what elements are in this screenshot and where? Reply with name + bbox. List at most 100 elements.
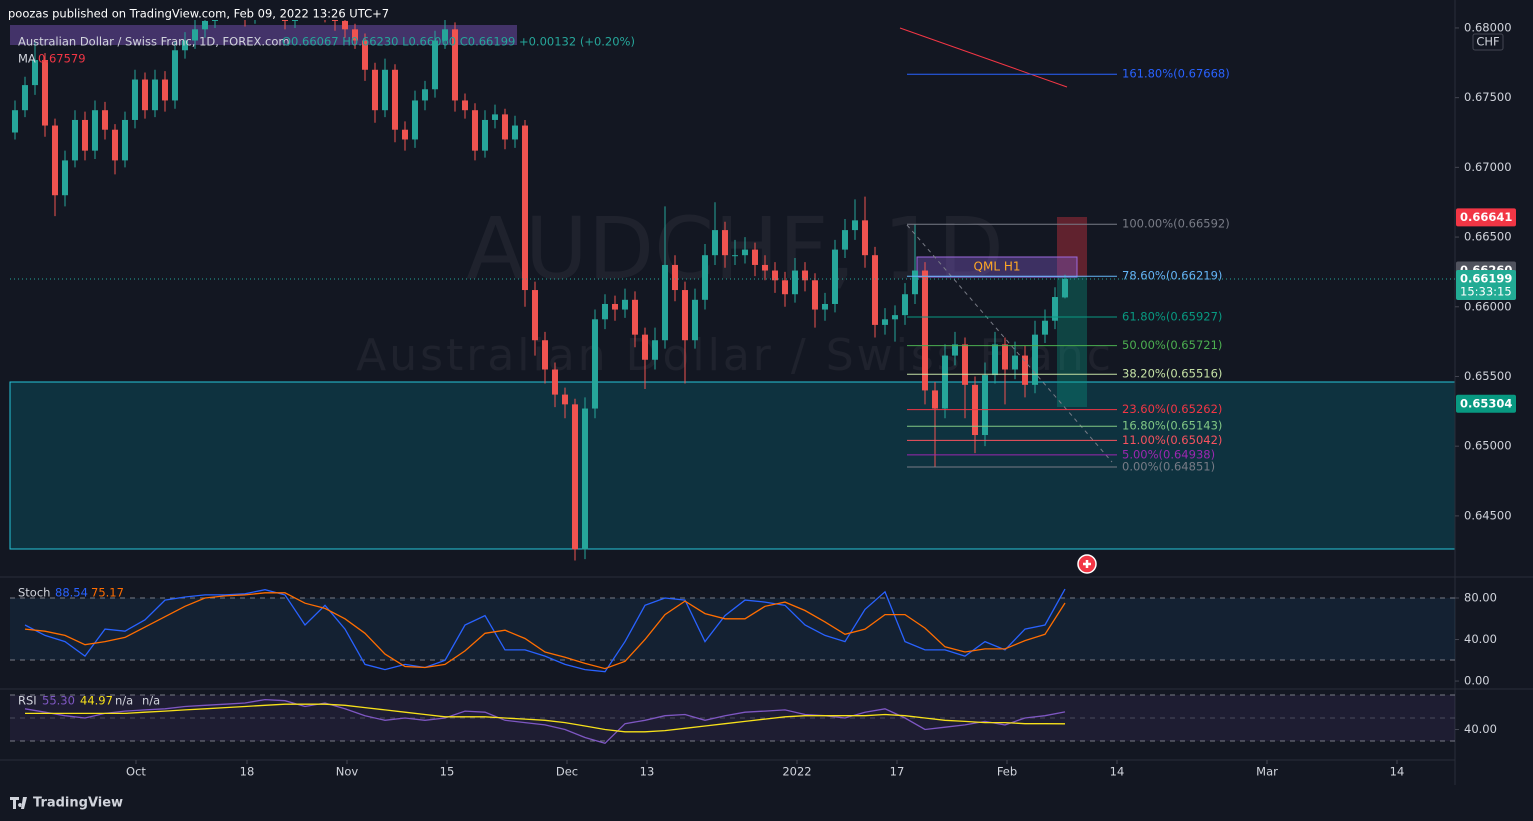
indicator-line — [24, 588, 1066, 673]
candle-body — [462, 100, 468, 111]
candle-body — [922, 270, 928, 391]
ma-label: MA — [18, 52, 36, 66]
candle-body — [132, 79, 138, 120]
price-badge-label: 0.65304 — [1460, 396, 1512, 410]
rsi-na: n/a — [115, 694, 133, 708]
currency-box — [1472, 33, 1504, 51]
candle-body — [752, 249, 758, 265]
candle-body — [832, 249, 838, 304]
alert-plus[interactable] — [1083, 560, 1091, 568]
candle-body — [152, 79, 158, 111]
add-alert-icon[interactable] — [1077, 554, 1097, 574]
highlight-box — [10, 25, 517, 45]
candle-body — [582, 408, 588, 550]
y-tick-label: 40.00 — [1464, 722, 1497, 736]
candle-body — [32, 60, 38, 86]
candle-body — [822, 303, 828, 310]
indicator-line — [24, 592, 1066, 670]
x-tick-label: Oct — [126, 765, 146, 779]
candle-body — [932, 390, 938, 409]
candle-body — [812, 280, 818, 310]
fib-label: 23.60%(0.65262) — [1122, 402, 1222, 416]
fib-label: 100.00%(0.66592) — [1122, 217, 1230, 231]
logo — [10, 797, 27, 809]
fib-label: 61.80%(0.65927) — [1122, 309, 1222, 323]
candle-body — [22, 85, 28, 111]
price-badge-label: 0.66641 — [1460, 210, 1512, 224]
candle-body — [422, 89, 428, 101]
stop-area — [1057, 217, 1087, 277]
publish-header: poozas published on TradingView.com, Feb… — [8, 7, 389, 21]
candle-body — [202, 20, 208, 30]
ohlc-legend: O0.66067 H0.66230 L0.66060 C0.66199 +0.0… — [282, 35, 635, 49]
candle-body — [982, 375, 988, 436]
x-tick-label: 14 — [1390, 765, 1405, 779]
qml-box — [916, 256, 1078, 278]
fib-label: 78.60%(0.66219) — [1122, 269, 1222, 283]
candle-body — [62, 160, 68, 196]
candle-body — [792, 270, 798, 295]
stoch-pane — [24, 588, 1066, 673]
symbol-title: Australian Dollar / Swiss Franc, 1D, FOR… — [18, 35, 290, 49]
candle-body — [372, 69, 378, 111]
candle-body — [472, 110, 478, 151]
candle-body — [672, 264, 678, 291]
fib-label: 5.00%(0.64938) — [1122, 447, 1215, 461]
candle-body — [622, 299, 628, 310]
candle-body — [722, 230, 728, 256]
support-zone — [9, 381, 1456, 550]
candle-body — [1042, 320, 1048, 335]
candle-body — [112, 129, 118, 161]
y-tick-label: 0.00 — [1464, 674, 1490, 688]
rsi-pane — [24, 698, 1066, 745]
x-tick-label: Nov — [336, 765, 359, 779]
candle-body — [432, 40, 438, 90]
fib-label: 38.20%(0.65516) — [1122, 367, 1222, 381]
candle-body — [802, 270, 808, 281]
candle-body — [292, 20, 298, 21]
candle-body — [742, 249, 748, 256]
candle-body — [992, 344, 998, 376]
candle-body — [782, 280, 788, 295]
x-tick-label: 15 — [440, 765, 455, 779]
candle-body — [882, 319, 888, 325]
fib-label: 11.00%(0.65042) — [1122, 433, 1222, 447]
candle-body — [702, 255, 708, 300]
rsi-title: RSI — [18, 694, 37, 708]
y-tick-label: 80.00 — [1464, 590, 1497, 604]
candle-body — [92, 110, 98, 151]
price-badge — [1456, 270, 1516, 301]
indicator-line — [25, 703, 1066, 733]
y-tick-label: 0.67000 — [1464, 160, 1512, 174]
candle-body — [602, 303, 608, 320]
fib-label: 16.80%(0.65143) — [1122, 419, 1222, 433]
candle-body — [682, 290, 688, 341]
candle-body — [392, 69, 398, 130]
candle-body — [452, 29, 458, 101]
candle-body — [1032, 334, 1038, 385]
currency: CHF — [1476, 35, 1499, 49]
y-tick-label: 0.67500 — [1464, 90, 1512, 104]
watermark-subtitle: Australian Dollar / Swiss Franc — [356, 330, 1114, 381]
candle-body — [192, 29, 198, 41]
candle-body — [492, 114, 498, 120]
footer-brand: TradingView — [33, 796, 123, 811]
x-tick-label: 17 — [890, 765, 905, 779]
candle-body — [502, 114, 508, 140]
candle-body — [52, 125, 58, 196]
stoch-band — [10, 598, 1455, 660]
candle-body — [122, 119, 128, 161]
candle-body — [352, 29, 358, 41]
fib-label: 50.00%(0.65721) — [1122, 338, 1222, 352]
candle-body — [1012, 355, 1018, 370]
price-badge — [1456, 394, 1516, 413]
candle-body — [102, 110, 108, 130]
price-badge-label: 0.66199 — [1460, 272, 1512, 286]
candle-body — [952, 344, 958, 356]
candle-body — [562, 394, 568, 405]
x-tick-label: Dec — [556, 765, 578, 779]
candle-body — [1002, 344, 1008, 370]
candle-body — [552, 369, 558, 395]
candle-body — [362, 40, 368, 70]
